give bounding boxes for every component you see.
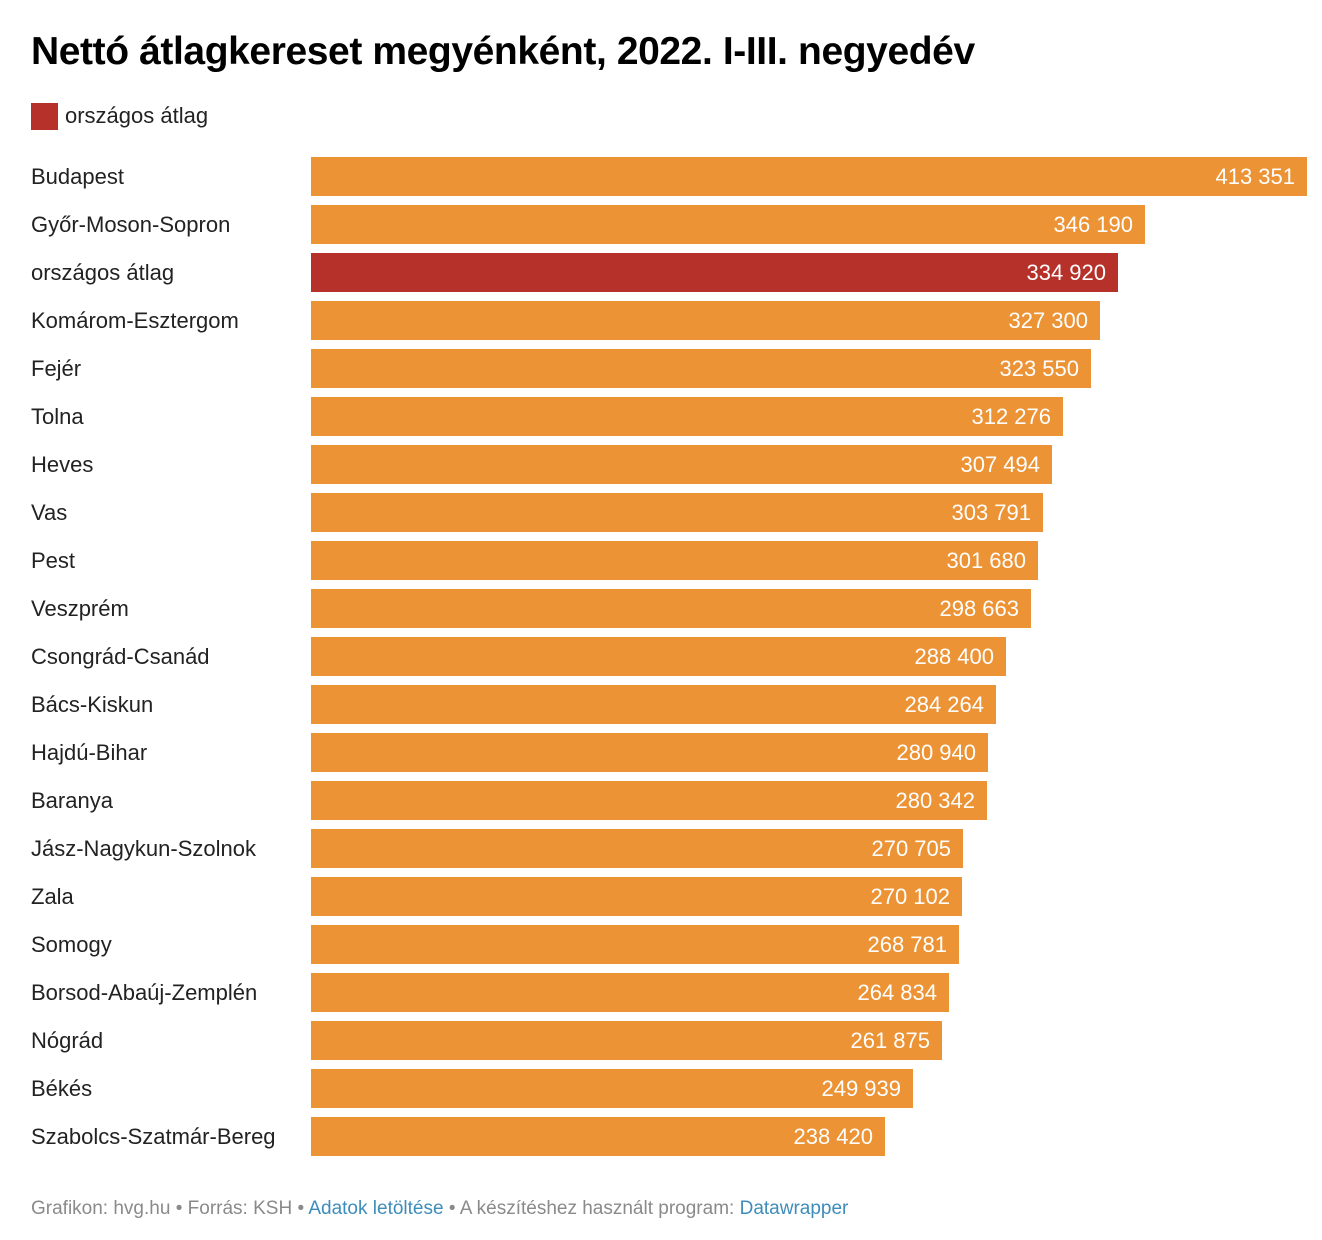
category-label: Vas	[31, 500, 68, 525]
value-label: 280 940	[896, 740, 976, 765]
footer-tool-text: A készítéshez használt program:	[459, 1198, 740, 1219]
category-label: Békés	[31, 1076, 93, 1101]
category-label: Somogy	[31, 932, 112, 957]
category-label: Budapest	[31, 164, 124, 189]
bar	[311, 1021, 942, 1060]
category-label: Pest	[31, 548, 76, 573]
value-label: 303 791	[951, 500, 1031, 525]
footer-separator: •	[292, 1198, 309, 1219]
bar	[311, 637, 1006, 676]
footer-source: Forrás: KSH	[187, 1198, 293, 1219]
bar	[311, 781, 987, 820]
category-label: Veszprém	[31, 596, 129, 621]
bar	[311, 493, 1043, 532]
bar	[311, 301, 1100, 340]
footer-separator: •	[443, 1198, 460, 1219]
value-label: 334 920	[1026, 260, 1106, 285]
value-label: 413 351	[1215, 164, 1295, 189]
value-label: 346 190	[1053, 212, 1133, 237]
datawrapper-link[interactable]: Datawrapper	[739, 1198, 849, 1219]
bar	[311, 397, 1063, 436]
category-label: Jász-Nagykun-Szolnok	[31, 836, 256, 861]
category-label: Győr-Moson-Sopron	[31, 212, 231, 237]
bar	[311, 589, 1031, 628]
footer-credit: Grafikon: hvg.hu	[31, 1198, 171, 1219]
bar	[311, 349, 1091, 388]
category-label: országos átlag	[31, 260, 175, 285]
footer-separator: •	[170, 1198, 188, 1219]
bar	[311, 877, 962, 916]
bar	[311, 973, 949, 1012]
category-label: Nógrád	[31, 1028, 104, 1053]
value-label: 307 494	[960, 452, 1040, 477]
bar	[311, 541, 1038, 580]
footer: Grafikon: hvg.hu • Forrás: KSH • Adatok …	[31, 1198, 848, 1220]
value-label: 238 420	[793, 1124, 873, 1149]
value-label: 301 680	[946, 548, 1026, 573]
value-label: 327 300	[1008, 308, 1088, 333]
legend-swatch	[31, 102, 58, 130]
bar	[311, 1069, 913, 1108]
value-label: 261 875	[850, 1028, 930, 1053]
value-label: 280 342	[895, 788, 975, 813]
category-label: Borsod-Abaúj-Zemplén	[31, 980, 258, 1005]
value-label: 288 400	[914, 644, 994, 669]
value-label: 323 550	[999, 356, 1079, 381]
value-label: 249 939	[821, 1076, 901, 1101]
value-label: 270 102	[870, 884, 950, 909]
download-data-link[interactable]: Adatok letöltése	[308, 1198, 444, 1219]
chart-title: Nettó átlagkereset megyénként, 2022. I-I…	[31, 30, 975, 73]
category-label: Heves	[31, 452, 94, 477]
bar	[311, 829, 963, 868]
value-label: 312 276	[971, 404, 1051, 429]
bar	[311, 733, 988, 772]
bar	[311, 157, 1307, 196]
bar	[311, 445, 1052, 484]
legend-label: országos átlag	[65, 103, 209, 128]
category-label: Bács-Kiskun	[31, 692, 154, 717]
category-label: Komárom-Esztergom	[31, 308, 239, 333]
value-label: 268 781	[867, 932, 947, 957]
category-label: Szabolcs-Szatmár-Bereg	[31, 1124, 276, 1149]
bar	[311, 685, 996, 724]
category-label: Zala	[31, 884, 74, 909]
value-label: 264 834	[857, 980, 937, 1005]
value-label: 298 663	[939, 596, 1019, 621]
category-label: Hajdú-Bihar	[31, 740, 148, 765]
bar	[311, 205, 1145, 244]
bar	[311, 925, 959, 964]
category-label: Csongrád-Csanád	[31, 644, 210, 669]
bar	[311, 253, 1118, 292]
category-label: Baranya	[31, 788, 113, 813]
category-label: Tolna	[31, 404, 84, 429]
value-label: 284 264	[904, 692, 984, 717]
bar	[311, 1117, 885, 1156]
category-label: Fejér	[31, 356, 82, 381]
legend: országos átlag	[31, 102, 208, 130]
value-label: 270 705	[871, 836, 951, 861]
